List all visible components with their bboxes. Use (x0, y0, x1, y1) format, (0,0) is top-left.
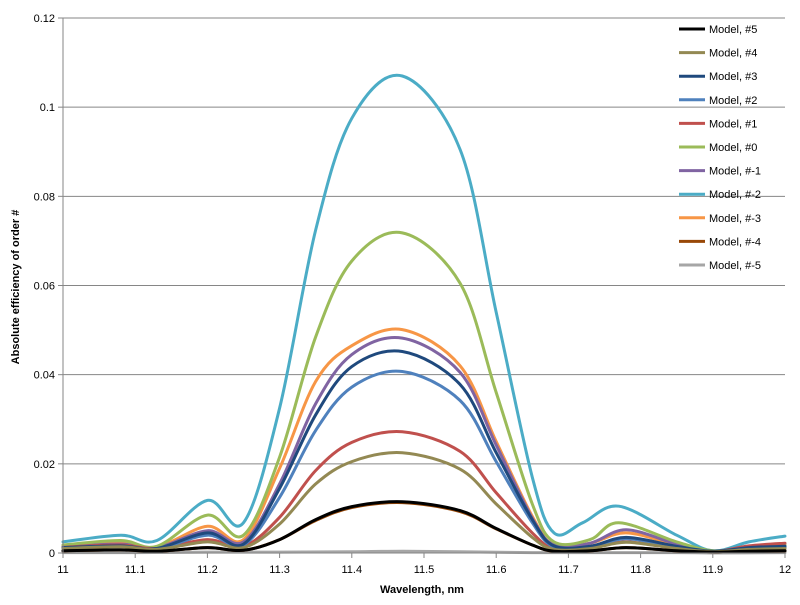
legend-label: Model, #3 (709, 71, 757, 83)
legend-item: Model, #1 (679, 118, 757, 130)
legend-item: Model, #-1 (679, 166, 761, 178)
y-tick-label: 0.06 (34, 281, 55, 293)
x-tick-label: 11.8 (630, 564, 651, 576)
x-tick-label: 12 (779, 564, 791, 576)
x-tick-label: 11.2 (197, 564, 218, 576)
legend-label: Model, #1 (709, 118, 757, 130)
legend-item: Model, #5 (679, 24, 757, 36)
y-axis-title: Absolute efficiency of order # (10, 210, 22, 365)
y-tick-label: 0.12 (34, 13, 55, 25)
legend-label: Model, #2 (709, 95, 757, 107)
x-tick-label: 11.5 (414, 564, 435, 576)
legend-label: Model, #5 (709, 24, 757, 36)
series-line-model-order-4 (61, 450, 787, 554)
series-line-model-order--2 (61, 73, 787, 553)
legend-item: Model, #0 (679, 142, 757, 154)
x-tick-label: 11.7 (558, 564, 579, 576)
axes (58, 17, 786, 558)
y-tick-label: 0.1 (40, 102, 55, 114)
legend: Model, #5 Model, #4 Model, #3 Model, #2 Mode… (679, 24, 761, 272)
series-line-model-order-5 (61, 500, 787, 554)
series-line-model-order--3 (61, 327, 787, 553)
series-line-model-order-0 (61, 230, 787, 553)
x-tick-label: 11.1 (125, 564, 146, 576)
legend-item: Model, #-5 (679, 260, 761, 272)
x-tick-label: 11.9 (703, 564, 724, 576)
legend-label: Model, #-4 (709, 236, 761, 248)
legend-item: Model, #2 (679, 95, 757, 107)
x-tick-label: 11 (57, 564, 68, 576)
legend-item: Model, #-4 (679, 236, 761, 248)
legend-label: Model, #-5 (709, 260, 761, 272)
legend-item: Model, #-3 (679, 213, 761, 225)
y-tick-label: 0.08 (34, 191, 55, 203)
legend-label: Model, #-3 (709, 213, 761, 225)
series-lines (61, 73, 787, 555)
x-tick-label: 11.3 (269, 564, 290, 576)
series-line-model-order-2 (61, 369, 787, 554)
x-axis-title: Wavelength, nm (380, 584, 464, 596)
series-line-model-order--1 (61, 336, 787, 553)
series-line-model-order-3 (61, 349, 787, 553)
legend-item: Model, #3 (679, 71, 757, 83)
legend-label: Model, #-1 (709, 166, 761, 178)
legend-label: Model, #-2 (709, 189, 761, 201)
legend-item: Model, #-2 (679, 189, 761, 201)
legend-label: Model, #4 (709, 48, 757, 60)
y-tick-label: 0.04 (34, 370, 55, 382)
legend-item: Model, #4 (679, 48, 757, 60)
tick-labels: 0 0.02 0.04 0.06 0.08 0.1 0.12 11 11.1 11.2 11.3 11… (34, 13, 792, 576)
x-tick-label: 11.6 (486, 564, 507, 576)
y-tick-label: 0.02 (34, 459, 55, 471)
legend-label: Model, #0 (709, 142, 757, 154)
x-tick-label: 11.4 (342, 564, 363, 576)
y-tick-label: 0 (49, 548, 55, 560)
gridlines (63, 17, 785, 465)
